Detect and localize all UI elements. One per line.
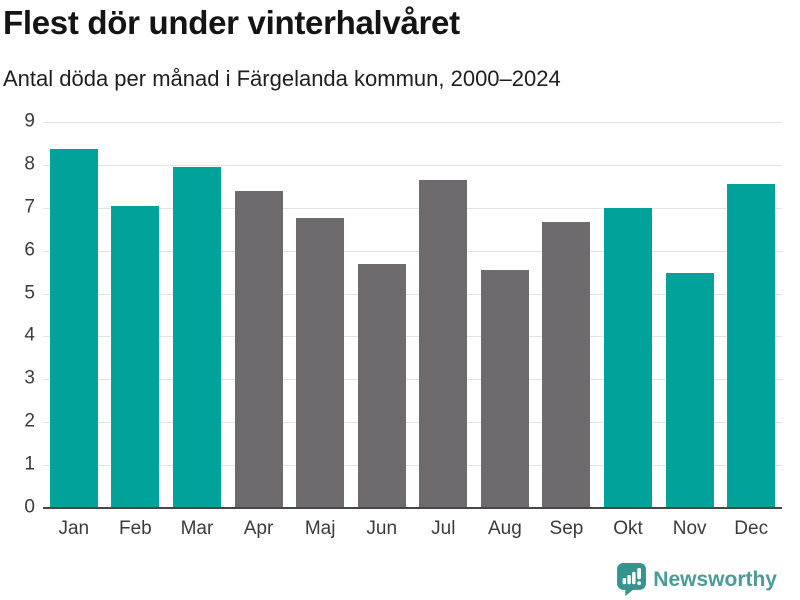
y-tick-label-5: 5 <box>24 282 35 304</box>
x-axis-line <box>43 507 782 509</box>
x-tick-label-dec: Dec <box>734 518 769 539</box>
grid-line-y4 <box>43 336 782 338</box>
bar-jul <box>419 180 468 508</box>
x-tick-label-jul: Jul <box>431 518 456 539</box>
x-tick-label-feb: Feb <box>119 518 152 539</box>
bar-sep <box>542 221 591 508</box>
x-tick-label-mar: Mar <box>180 518 214 539</box>
grid-line-y5 <box>43 293 782 295</box>
grid-line-y2 <box>43 422 782 424</box>
bar-jan <box>49 149 98 508</box>
grid-line-y3 <box>43 379 782 381</box>
x-tick-label-aug: Aug <box>487 518 522 539</box>
y-tick-label-9: 9 <box>24 110 35 132</box>
bar-maj <box>296 218 345 508</box>
x-tick-label-jan: Jan <box>58 518 90 539</box>
bar-nov <box>665 272 714 508</box>
grid-line-y9 <box>43 122 782 123</box>
y-tick-label-3: 3 <box>24 367 35 389</box>
x-tick-label-apr: Apr <box>243 518 274 539</box>
x-axis-labels: Jan Feb Mar Apr Maj Jun Jul Aug Sep Okt Nov Dec <box>43 518 782 544</box>
brand-attribution: Newsworthy <box>617 563 777 596</box>
x-tick-label-nov: Nov <box>672 518 707 539</box>
bar-mar <box>172 166 221 508</box>
y-tick-label-0: 0 <box>24 496 35 518</box>
grid-line-y6 <box>43 250 782 252</box>
grid-line-y1 <box>43 465 782 467</box>
chart-subtitle: Antal döda per månad i Färgelanda kommun… <box>3 66 561 91</box>
y-tick-label-8: 8 <box>24 153 35 175</box>
bar-apr <box>234 190 283 508</box>
grid-line-y7 <box>43 207 782 209</box>
newsworthy-logo-icon <box>617 563 647 596</box>
bar-feb <box>111 206 160 508</box>
bar-okt <box>604 207 653 508</box>
y-tick-label-6: 6 <box>24 239 35 261</box>
plot-area: 0 1 2 3 4 5 6 7 8 9 <box>24 111 782 518</box>
x-tick-label-jun: Jun <box>366 518 398 539</box>
x-tick-label-sep: Sep <box>549 518 584 539</box>
x-tick-label-okt: Okt <box>613 518 643 539</box>
y-tick-label-4: 4 <box>24 324 35 346</box>
x-tick-label-maj: Maj <box>304 518 336 539</box>
bar-aug <box>480 269 529 508</box>
y-tick-label-2: 2 <box>24 410 35 432</box>
brand-name: Newsworthy <box>653 567 777 591</box>
grid-line-y8 <box>43 164 782 166</box>
chart-title: Flest dör under vinterhalvåret <box>3 4 460 41</box>
bar-dec <box>727 183 776 508</box>
y-tick-label-1: 1 <box>24 453 35 475</box>
y-tick-label-7: 7 <box>24 196 35 218</box>
bar-jun <box>357 264 406 508</box>
